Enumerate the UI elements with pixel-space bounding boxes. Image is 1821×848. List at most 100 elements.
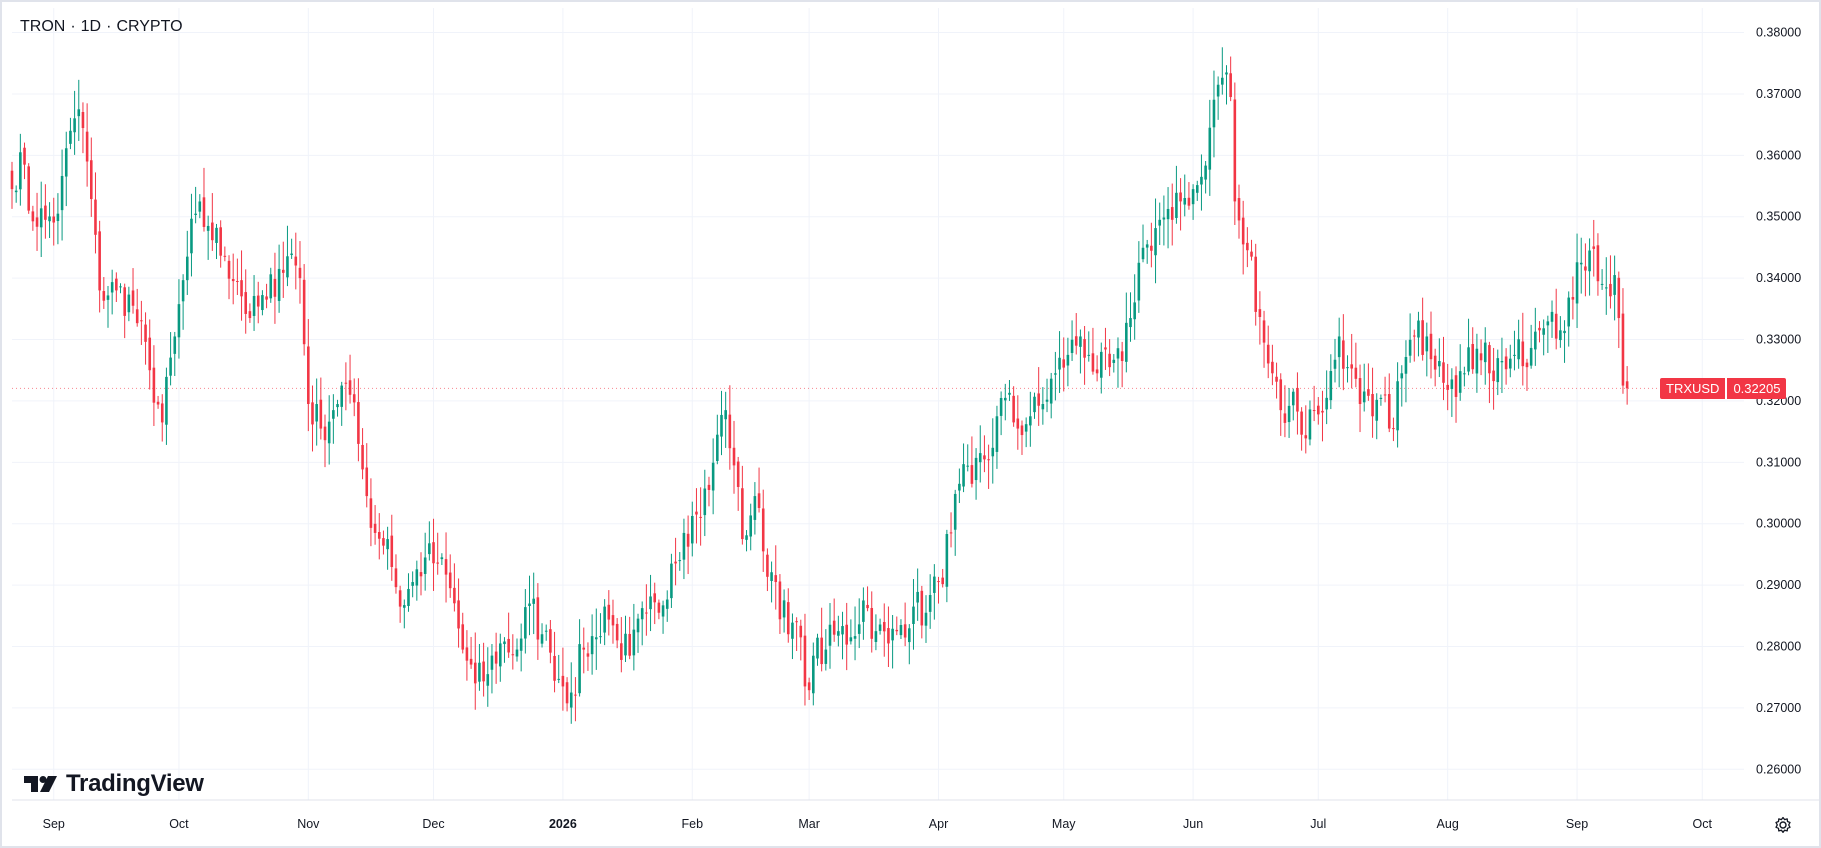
- candle-up: [1191, 184, 1195, 220]
- candle-down: [382, 530, 385, 555]
- candle-body: [436, 562, 439, 564]
- candle-body: [469, 658, 473, 665]
- candle-down: [1091, 327, 1095, 375]
- candle-down: [736, 456, 740, 511]
- candle-body: [1237, 198, 1241, 221]
- candle-up: [1204, 160, 1207, 194]
- candle-body: [336, 404, 339, 408]
- candle-up: [828, 603, 832, 669]
- candle-down: [1120, 341, 1124, 388]
- candle-up: [519, 623, 523, 672]
- candle-down: [231, 253, 235, 305]
- candle-up: [999, 391, 1003, 436]
- candle-up: [1362, 363, 1366, 412]
- candle-down: [348, 354, 352, 404]
- candle-up: [411, 571, 414, 598]
- candle-body: [403, 605, 406, 608]
- candle-down: [1283, 385, 1287, 438]
- gear-icon[interactable]: [1773, 815, 1793, 835]
- candle-body: [1158, 219, 1162, 226]
- candle-body: [115, 278, 118, 291]
- candle-body: [695, 511, 698, 515]
- candle-down: [361, 428, 364, 480]
- tradingview-logo[interactable]: TradingView: [24, 770, 204, 798]
- candle-down: [1350, 333, 1353, 389]
- candle-down: [448, 554, 452, 598]
- candle-body: [1483, 342, 1487, 363]
- price-axis[interactable]: 0.26000 0.27000 0.28000 0.29000 0.30000 0.310…: [1756, 26, 1801, 777]
- candle-body: [273, 278, 277, 297]
- candle-down: [81, 102, 85, 154]
- candle-body: [307, 346, 310, 404]
- candle-up: [1613, 255, 1616, 321]
- candle-up: [1041, 387, 1045, 425]
- candle-body: [123, 287, 126, 316]
- candle-body: [928, 595, 932, 612]
- candle-body: [173, 336, 177, 354]
- candle-down: [131, 268, 135, 314]
- candle-down: [457, 578, 460, 648]
- candle-down: [1488, 341, 1491, 404]
- candle-up: [69, 117, 72, 150]
- candle-body: [1091, 353, 1095, 372]
- candle-up: [720, 390, 723, 456]
- candle-body: [1387, 394, 1391, 429]
- candle-body: [978, 453, 982, 463]
- candle-body: [248, 311, 252, 319]
- candle-body: [1271, 361, 1274, 374]
- candle-up: [853, 606, 857, 661]
- candle-up: [1404, 340, 1408, 403]
- candle-down: [983, 435, 986, 473]
- candle-down: [1266, 325, 1270, 379]
- candle-up: [857, 598, 861, 649]
- candle-body: [386, 539, 389, 550]
- candle-up: [1463, 366, 1466, 387]
- candle-down: [27, 163, 30, 214]
- candle-up: [332, 394, 335, 444]
- candle-down: [937, 576, 940, 604]
- candle-up: [1221, 47, 1224, 95]
- candle-up: [1033, 392, 1036, 419]
- candle-up: [1137, 241, 1141, 313]
- candle-down: [373, 505, 377, 545]
- candle-body: [365, 467, 369, 497]
- candle-up: [340, 381, 343, 426]
- candle-down: [1429, 311, 1433, 379]
- candle-up: [1070, 320, 1074, 361]
- candle-body: [678, 560, 682, 562]
- candle-down: [148, 319, 152, 390]
- time-axis[interactable]: Sep Oct Nov Dec 2026 Feb Mar Apr May Jun Jul Aug Sep…: [43, 817, 1713, 831]
- candle-down: [482, 642, 485, 697]
- candle-body: [945, 534, 949, 587]
- candle-down: [52, 197, 56, 246]
- candle-up: [1099, 342, 1103, 394]
- candle-body: [261, 295, 264, 311]
- candle-down: [1433, 348, 1437, 387]
- candle-down: [1300, 407, 1303, 451]
- candle-up: [423, 532, 427, 591]
- candle-down: [1421, 297, 1424, 361]
- candle-up: [1396, 362, 1399, 448]
- candle-body: [849, 637, 853, 642]
- candle-body: [878, 624, 882, 631]
- candle-body: [223, 255, 227, 257]
- candle-up: [590, 614, 594, 675]
- candle-body: [35, 217, 39, 227]
- candle-body: [423, 557, 427, 574]
- candle-body: [1458, 371, 1462, 393]
- candle-down: [1246, 227, 1249, 268]
- candle-up: [837, 615, 840, 647]
- candle-body: [240, 280, 243, 297]
- candle-up: [640, 601, 644, 646]
- candle-down: [244, 269, 248, 334]
- candle-down: [494, 632, 498, 684]
- candle-body: [941, 577, 944, 585]
- candle-down: [436, 532, 439, 575]
- candle-up: [1162, 195, 1166, 246]
- candle-up: [39, 181, 43, 258]
- candle-body: [774, 575, 778, 583]
- candle-body: [636, 618, 640, 633]
- candle-up: [1575, 233, 1579, 328]
- candle-body: [724, 410, 727, 420]
